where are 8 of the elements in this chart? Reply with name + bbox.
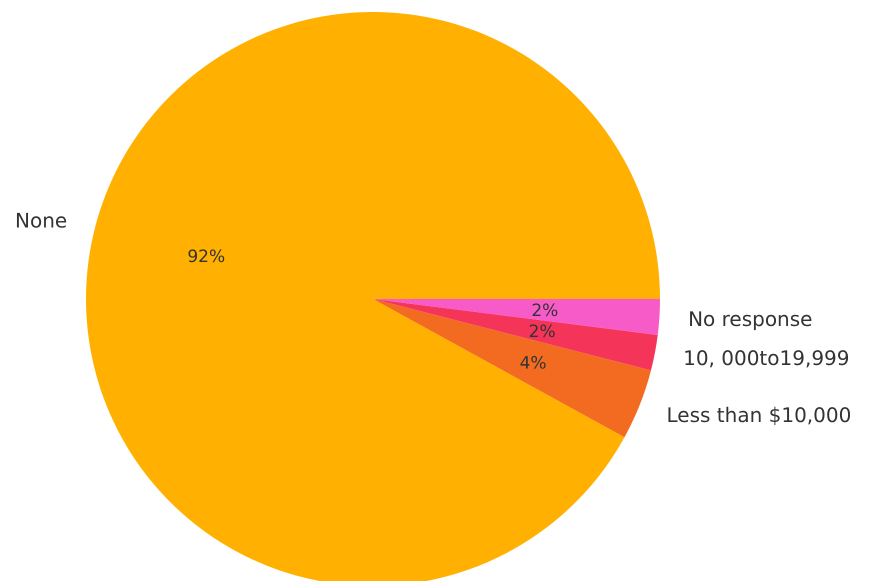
data-label: 92% — [187, 247, 226, 268]
slice-label: 10, 000to19,999 — [683, 346, 850, 370]
slice-label: Less than $10,000 — [666, 403, 852, 428]
data-label: 4% — [520, 353, 547, 374]
slice-label: No response — [688, 306, 812, 331]
slice-label: None — [15, 208, 68, 232]
data-label: 2% — [528, 322, 556, 342]
data-label: 2% — [531, 300, 558, 321]
